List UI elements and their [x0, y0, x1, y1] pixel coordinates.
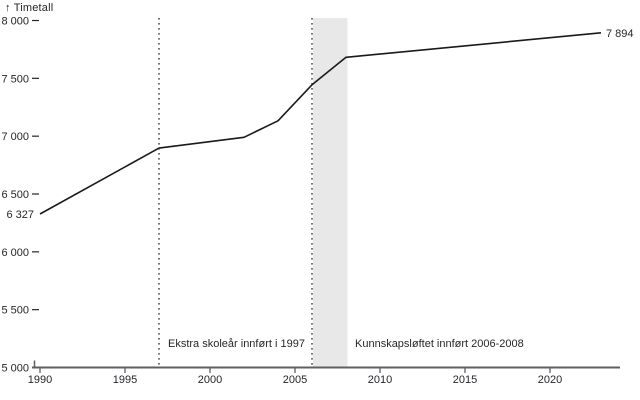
y-tick-label: 7 000 [1, 131, 29, 143]
x-tick-label: 2005 [283, 374, 307, 386]
y-axis-title: ↑ Timetall [5, 2, 53, 14]
series-line-timetall [39, 32, 602, 215]
y-tick-label: 5 000 [1, 363, 29, 375]
reform-period-band [313, 18, 348, 368]
x-tick-label: 2015 [453, 374, 477, 386]
point-value-label-1990: 6 327 [6, 209, 34, 221]
y-axis-title-text: Timetall [13, 2, 54, 14]
up-arrow-icon: ↑ [5, 2, 11, 14]
x-tick-label: 2000 [198, 374, 222, 386]
y-tick-label: 5 500 [1, 305, 29, 317]
y-tick-label: 7 500 [1, 73, 29, 85]
y-tick-label: 8 000 [1, 16, 29, 28]
y-tick-label: 6 000 [1, 247, 29, 259]
x-tick-label: 2010 [368, 374, 392, 386]
annotation-reform-1997: Ekstra skoleår innført i 1997 [168, 338, 305, 350]
annotation-reform-2006: Kunnskapsløftet innført 2006-2008 [355, 338, 524, 350]
y-tick-label: 6 500 [1, 189, 29, 201]
x-tick-label: 2020 [538, 374, 562, 386]
x-tick-label: 1995 [113, 374, 137, 386]
point-value-label-2023: 7 894 [606, 28, 634, 40]
x-tick-label: 1990 [28, 374, 52, 386]
